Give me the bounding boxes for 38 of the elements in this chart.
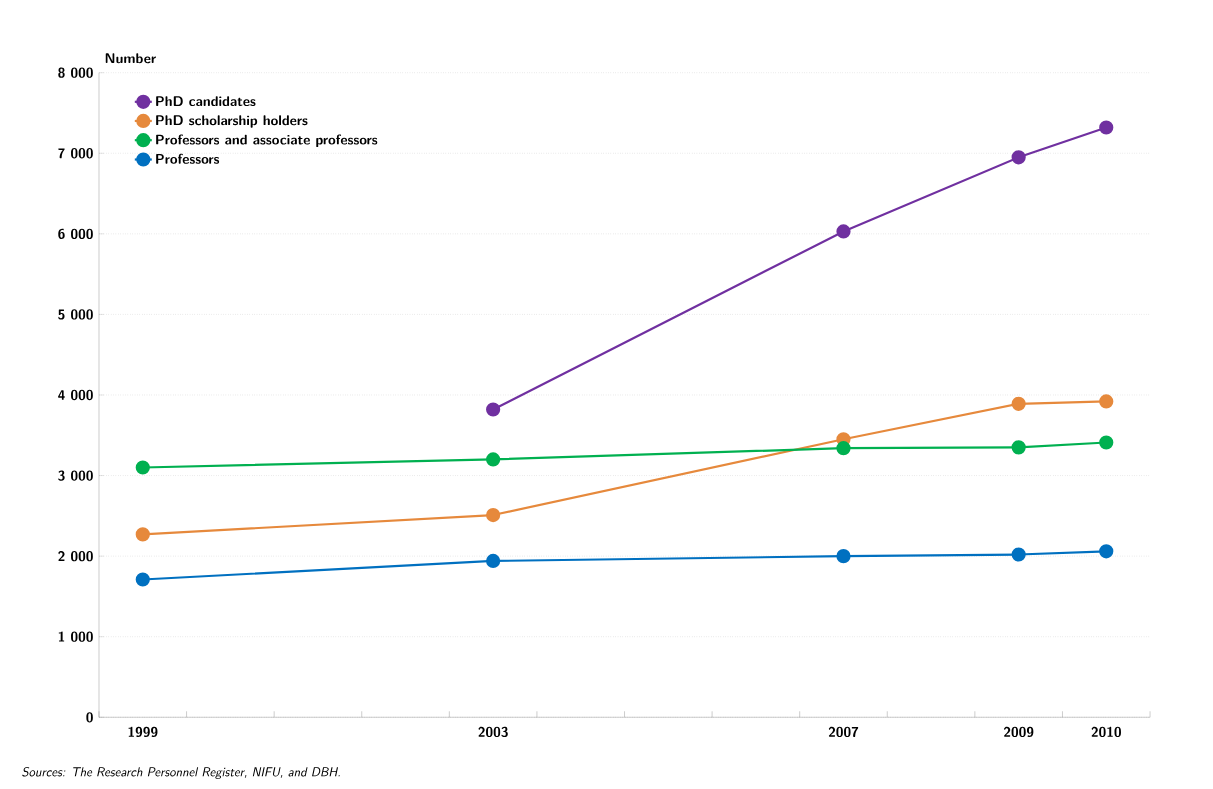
x-tick-label: 2010 — [1091, 726, 1121, 738]
point — [836, 441, 851, 456]
point — [486, 553, 501, 569]
point — [1099, 394, 1114, 409]
text: Sources: The Research Personnel Register, NIFU, and DBH. — [22, 767, 340, 779]
point — [836, 549, 851, 564]
y-tick-label: 3 000 — [58, 470, 93, 481]
y-tick-label: 2 000 — [58, 550, 93, 562]
point — [486, 452, 501, 467]
point — [1011, 150, 1026, 165]
legend-label: PhD scholarship holders — [156, 115, 308, 128]
point — [135, 572, 150, 587]
legend-label: PhD candidates — [156, 96, 256, 107]
x-tick-label: 2007 — [828, 726, 859, 738]
y-tick-label: 8 000 — [58, 67, 93, 78]
y-tick-label: 6 000 — [58, 228, 93, 239]
point — [135, 460, 150, 475]
point — [1011, 547, 1026, 562]
point — [1099, 435, 1114, 450]
x-tick-label: 2003 — [478, 726, 508, 738]
y-axis-title: Number — [105, 53, 156, 64]
legend-label: Professors — [156, 153, 220, 164]
x-tick-label: 1999 — [128, 726, 158, 738]
legend-label: Professors and associate professors — [156, 134, 378, 148]
y-tick-label: 5 000 — [58, 309, 93, 320]
y-tick-label: 1 000 — [58, 631, 93, 642]
point — [135, 527, 150, 542]
y-tick-label: 7 000 — [58, 148, 93, 159]
y-tick-label: 4 000 — [58, 389, 93, 401]
x-tick-label: 2009 — [1003, 726, 1034, 738]
point — [1011, 440, 1026, 455]
point — [1099, 544, 1114, 559]
point — [1011, 396, 1026, 411]
y-tick-label: 0 — [86, 712, 93, 723]
point — [1099, 120, 1114, 135]
point — [486, 507, 501, 523]
point — [486, 402, 501, 417]
point — [836, 224, 851, 239]
